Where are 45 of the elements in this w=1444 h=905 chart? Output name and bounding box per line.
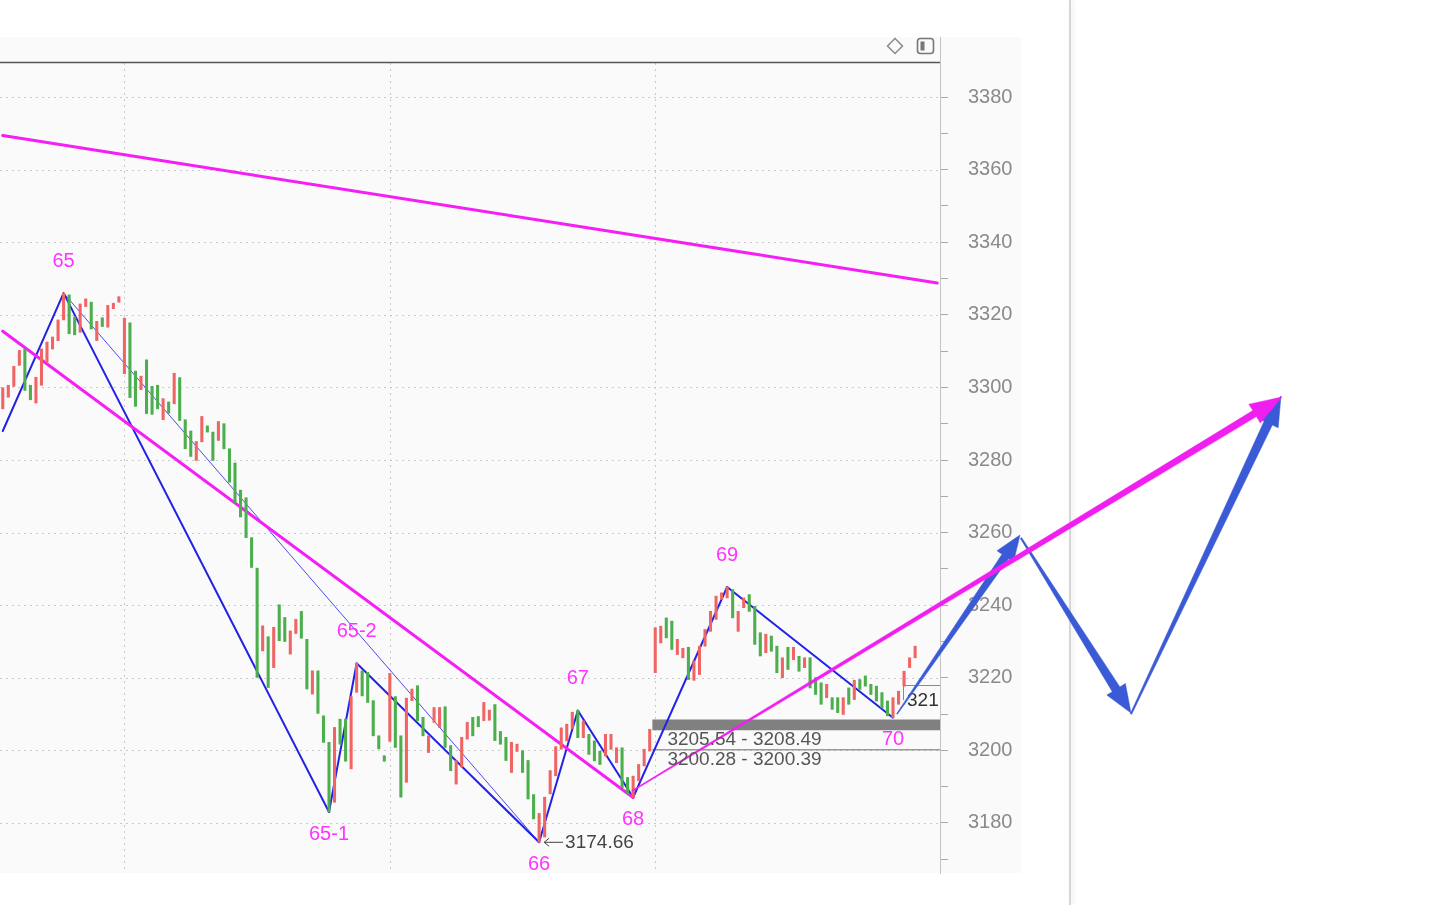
annotation: 65-2 xyxy=(336,618,377,641)
y-tick-label: 3340 xyxy=(968,229,1013,252)
candlestick xyxy=(106,304,110,328)
candlestick xyxy=(692,660,696,681)
y-tick-label: 3300 xyxy=(968,374,1013,397)
y-tick-label: 3320 xyxy=(968,302,1013,325)
candlestick xyxy=(438,707,442,728)
annotation: 65 xyxy=(52,248,75,271)
y-tick-label: 3200 xyxy=(968,737,1013,760)
candlestick xyxy=(194,441,198,461)
y-tick-label: 3180 xyxy=(968,810,1013,833)
candlestick xyxy=(504,736,508,761)
candlestick xyxy=(758,632,762,657)
annotation: 70 xyxy=(881,727,905,750)
annotation: 68 xyxy=(621,807,645,830)
candlestick xyxy=(736,610,740,632)
y-tick-label: 3380 xyxy=(968,84,1013,107)
candlestick xyxy=(587,733,591,755)
candlestick xyxy=(471,716,475,737)
candlestick xyxy=(216,421,220,441)
candlestick xyxy=(482,701,486,722)
y-tick-label: 3220 xyxy=(968,665,1013,688)
candlestick xyxy=(786,646,790,670)
y-tick-label: 3280 xyxy=(968,447,1013,470)
candlestick xyxy=(521,750,525,773)
candlestick xyxy=(714,595,718,620)
annotation: 69 xyxy=(715,542,739,565)
candlestick xyxy=(421,716,425,737)
candlestick xyxy=(1,387,5,410)
annotation: 65-1 xyxy=(308,821,350,844)
y-tick-label: 3260 xyxy=(968,520,1013,543)
candlestick xyxy=(780,657,784,679)
candlestick xyxy=(548,770,552,795)
annotation: 67 xyxy=(566,665,589,688)
y-tick-label: 3360 xyxy=(968,157,1013,180)
candlestick xyxy=(12,365,16,387)
candlestick xyxy=(709,610,713,632)
annotation: 321 xyxy=(907,689,939,711)
candlestick xyxy=(95,321,99,341)
candlestick xyxy=(764,633,768,654)
candlestick xyxy=(161,398,165,421)
candlestick xyxy=(891,697,895,719)
candlestick xyxy=(852,679,856,701)
annotation: 3174.66 xyxy=(565,830,634,852)
annotation: 66 xyxy=(527,851,551,874)
